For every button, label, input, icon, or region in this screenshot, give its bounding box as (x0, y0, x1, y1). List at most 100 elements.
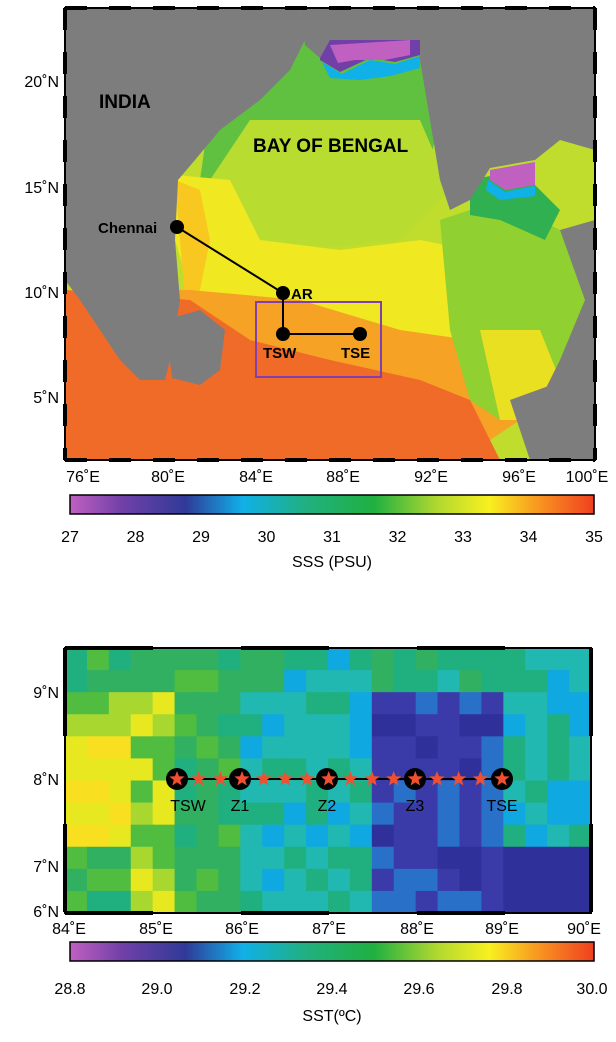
sst-cell (152, 890, 176, 913)
sst-cell (262, 802, 285, 826)
sst-cell (108, 736, 132, 760)
sst-cell (328, 846, 351, 870)
sst-cell (459, 868, 483, 892)
station-label: TSE (486, 798, 517, 815)
sst-cell (569, 714, 591, 737)
sst-cell (525, 890, 548, 913)
map1-x-tick: 100˚E (566, 469, 609, 486)
sst-cell (218, 670, 241, 693)
sst-cell (569, 802, 591, 826)
sst-cell (284, 758, 307, 782)
sst-cell (108, 824, 132, 848)
map2-x-tick: 85˚E (139, 921, 173, 938)
sst-cell (130, 648, 154, 671)
india-landmass (65, 8, 305, 380)
sst-cell (459, 846, 483, 870)
sst-cell (284, 868, 307, 892)
sst-cell (547, 846, 570, 870)
map1-x-tick: 84˚E (239, 469, 273, 486)
sst-cell (262, 846, 285, 870)
border-segment (63, 228, 67, 250)
ar-label: AR (291, 286, 313, 303)
sst-cell (65, 670, 88, 693)
map2-x-tick: 89˚E (485, 921, 519, 938)
map2-y-axis: 9˚N 8˚N 7˚N 6˚N (33, 685, 59, 921)
sst-cell (547, 758, 570, 782)
sst-cell (328, 736, 351, 760)
sst-cell (86, 802, 110, 826)
sst-cell (86, 824, 110, 848)
sst-cell (459, 890, 483, 913)
sst-cell (86, 758, 110, 782)
map1-x-tick: 92˚E (414, 469, 448, 486)
border-segment (373, 6, 395, 10)
sampling-star (256, 771, 272, 786)
sst-cell (525, 736, 548, 760)
sst-cell (284, 692, 307, 715)
sst-cell (525, 758, 548, 782)
sst-cell (86, 670, 110, 693)
sst-cell (130, 670, 154, 693)
border-segment (63, 96, 67, 118)
sst-cell (218, 802, 241, 826)
sst-cell (481, 802, 504, 826)
sst-cell (481, 692, 504, 715)
sst-cell (415, 890, 439, 913)
border-segment (63, 404, 67, 426)
border-segment (589, 824, 593, 912)
map1-x-tick: 88˚E (326, 469, 360, 486)
study-region-box (255, 301, 382, 378)
sst-cell (503, 736, 526, 760)
sst-cell (437, 692, 461, 715)
sst-cell (393, 890, 417, 913)
ar-marker (276, 286, 290, 300)
station-label: Z2 (318, 798, 337, 815)
map2-checkered-border (63, 646, 593, 915)
sss-colorbar (69, 494, 595, 515)
sst-cell (481, 648, 504, 671)
border-segment (285, 458, 307, 462)
sss-colorbar-tick: 31 (323, 529, 341, 546)
border-segment (593, 184, 597, 206)
sst-cell (569, 868, 591, 892)
border-segment (109, 6, 131, 10)
sst-cell (196, 846, 220, 870)
border-segment (593, 316, 597, 338)
sst-cell (65, 868, 88, 892)
sst-cell (328, 692, 351, 715)
sst-cell (547, 868, 570, 892)
sst-cell (328, 648, 351, 671)
sst-cell (393, 802, 417, 826)
map2-x-axis: 84˚E 85˚E 86˚E 87˚E 88˚E 89˚E 90˚E (52, 921, 601, 938)
station-label: TSW (170, 798, 206, 815)
sst-cell (108, 648, 132, 671)
sst-cell (108, 846, 132, 870)
border-segment (109, 458, 131, 462)
sst-cell (196, 670, 220, 693)
sst-cell (437, 802, 461, 826)
sst-cell (328, 714, 351, 737)
sst-cell (349, 802, 373, 826)
sst-cell (174, 736, 198, 760)
sst-cell (393, 824, 417, 848)
border-segment (593, 360, 597, 382)
sst-cell (174, 824, 198, 848)
sst-colorbar-tick: 29.4 (316, 981, 347, 998)
sst-cell (174, 692, 198, 715)
sst-cell (86, 846, 110, 870)
sst-cell (218, 824, 241, 848)
sst-cell (503, 846, 526, 870)
sampling-star (386, 771, 402, 786)
sst-cell (415, 736, 439, 760)
sss-colorbar-tick: 32 (389, 529, 407, 546)
sst-cell (130, 846, 154, 870)
sst-cell (547, 670, 570, 693)
sst-cell (306, 824, 329, 848)
sst-cell (218, 736, 241, 760)
sst-cell (437, 714, 461, 737)
sst-cell (174, 714, 198, 737)
sst-cell (218, 890, 241, 913)
sampling-star (277, 771, 293, 786)
sst-cell (481, 714, 504, 737)
india-label: INDIA (99, 92, 151, 113)
